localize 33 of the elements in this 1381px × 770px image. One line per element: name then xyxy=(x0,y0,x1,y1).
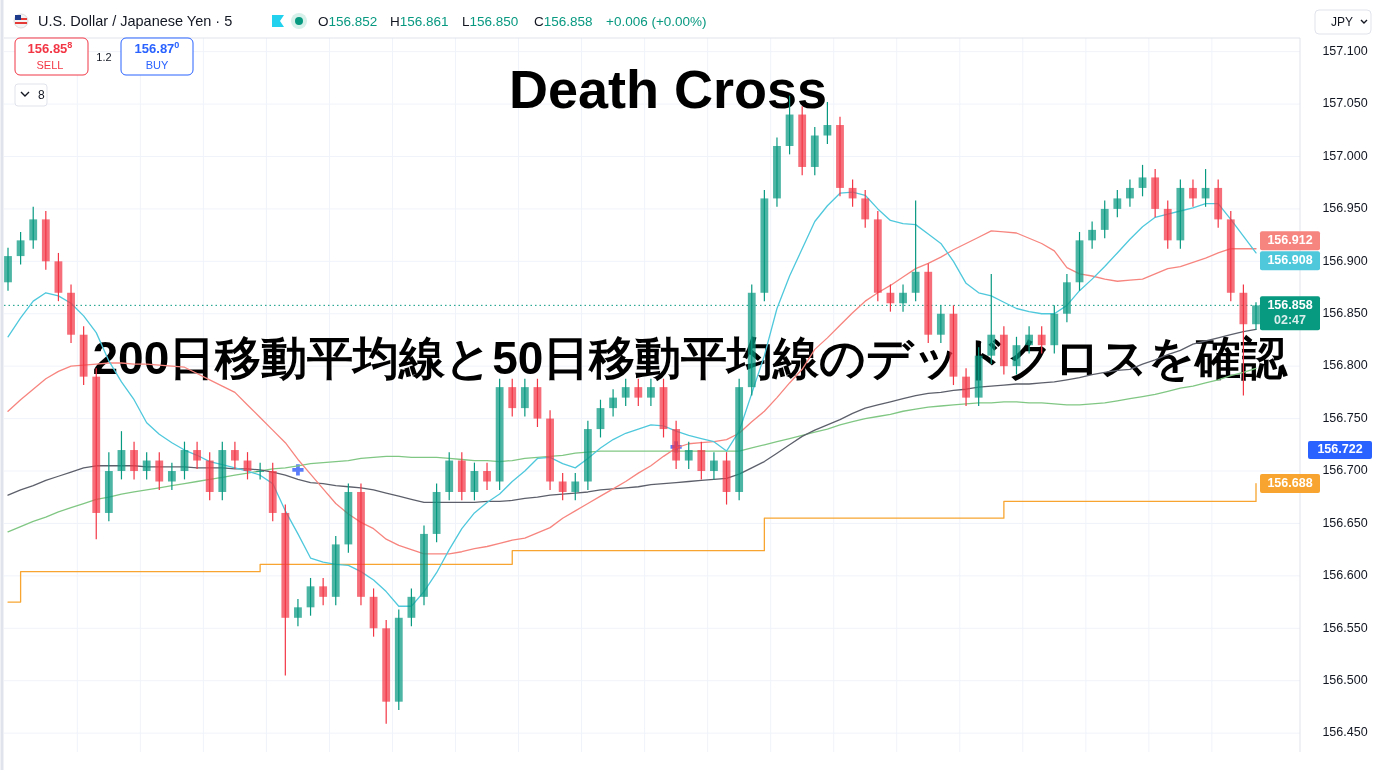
y-tick-label: 156.850 xyxy=(1322,306,1368,321)
y-tick-label: 156.500 xyxy=(1322,673,1368,687)
text: JPY xyxy=(1331,15,1354,29)
annotation: 8 xyxy=(38,88,45,102)
data-label: 156.688 xyxy=(1267,475,1313,490)
annotation: 156.87$^{0}$ xyxy=(134,40,180,56)
annotation: BUY xyxy=(145,59,169,71)
y-tick-label: 156.550 xyxy=(1322,620,1368,635)
y-tick-label: 156.600 xyxy=(1322,568,1368,583)
data-label: 156.912 xyxy=(1267,233,1313,248)
y-tick-label: 156.800 xyxy=(1322,358,1368,373)
text: O156.852 xyxy=(318,14,378,29)
text: +0.006 (+0.00%) xyxy=(606,14,707,29)
y-tick-label: 156.950 xyxy=(1322,201,1368,216)
data-label: 156.908 xyxy=(1267,253,1313,268)
annotation: SELL xyxy=(36,59,64,71)
text: U.S. Dollar / Japanese Yen · 5 xyxy=(38,13,233,29)
y-tick-label: 157.000 xyxy=(1322,148,1368,163)
y-tick-label: 156.650 xyxy=(1322,515,1368,530)
y-tick-label: 156.750 xyxy=(1322,410,1368,425)
chart-title: Death Cross xyxy=(508,59,828,119)
text: 156.722 xyxy=(1317,442,1363,456)
y-tick-label: 156.450 xyxy=(1322,725,1368,740)
y-tick-label: 156.900 xyxy=(1322,253,1368,268)
y-tick-label: 157.050 xyxy=(1322,96,1368,111)
y-tick-label: 156.700 xyxy=(1322,463,1368,478)
text: L156.850 xyxy=(462,14,519,29)
text: H156.861 xyxy=(390,14,449,29)
text: 156.858 02:47 xyxy=(1267,298,1313,328)
annotation: 1.2 xyxy=(96,51,112,63)
text: C156.858 xyxy=(534,14,593,29)
y-tick-label: 157.100 xyxy=(1322,43,1368,58)
annotation: 156.85$^{8}$ xyxy=(27,40,73,56)
